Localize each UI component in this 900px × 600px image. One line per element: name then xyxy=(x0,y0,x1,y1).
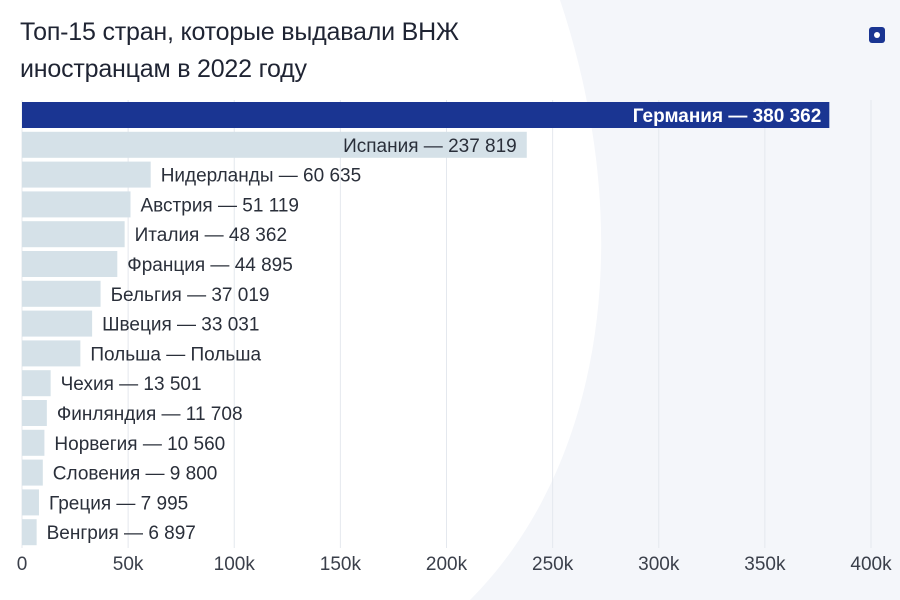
chart-title: Топ-15 стран, которые выдавали ВНЖ иност… xyxy=(20,14,800,88)
x-tick-label-0: 0 xyxy=(17,554,28,575)
title-line-2: иностранцам в 2022 году xyxy=(20,55,307,83)
x-tick-label-4: 200k xyxy=(426,554,468,575)
bar-label-14: Греция — 7 995 xyxy=(49,493,188,514)
bar-label-13: Словения — 9 800 xyxy=(53,464,218,485)
bar-label-15: Венгрия — 6 897 xyxy=(47,523,196,544)
bar-7 xyxy=(22,280,101,307)
bar-label-11: Финляндия — 11 708 xyxy=(57,404,243,425)
bar-2 xyxy=(22,131,527,158)
x-tick-label-6: 300k xyxy=(638,554,680,575)
bar-6 xyxy=(22,251,118,277)
bar-label-3: Нидерланды — 60 635 xyxy=(161,166,361,187)
x-tick-label-2: 100k xyxy=(214,554,256,575)
bar-1 xyxy=(22,102,830,128)
bar-label-4: Австрия — 51 119 xyxy=(141,195,299,216)
bar-label-6: Франция — 44 895 xyxy=(127,255,293,276)
x-tick-label-3: 150k xyxy=(320,554,362,575)
bar-label-8: Швеция — 33 031 xyxy=(102,315,259,336)
x-tick-label-1: 50k xyxy=(113,554,144,575)
bar-10 xyxy=(22,370,51,397)
bar-label-10: Чехия — 13 501 xyxy=(61,374,202,395)
bar-label-5: Италия — 48 362 xyxy=(135,225,287,246)
bar-9 xyxy=(22,340,81,367)
x-tick-label-5: 250k xyxy=(532,554,574,575)
title-line-1: Топ-15 стран, которые выдавали ВНЖ xyxy=(20,18,459,46)
bar-label-7: Бельгия — 37 019 xyxy=(111,285,270,306)
bar-11 xyxy=(22,400,47,426)
bar-15 xyxy=(22,519,37,546)
bar-13 xyxy=(22,459,43,486)
x-tick-label-8: 400k xyxy=(850,554,892,575)
x-tick-label-7: 350k xyxy=(744,554,786,575)
bar-label-2: Испания — 237 819 xyxy=(343,136,517,157)
bar-5 xyxy=(22,221,125,248)
bar-3 xyxy=(22,161,151,188)
bar-8 xyxy=(22,310,93,337)
bar-12 xyxy=(22,429,45,456)
bar-14 xyxy=(22,489,39,516)
bar-4 xyxy=(22,191,131,218)
brand-logo-icon xyxy=(869,27,885,43)
bar-label-1: Германия — 380 362 xyxy=(633,106,822,127)
bar-label-9: Польша — Польша xyxy=(90,344,261,365)
bar-label-12: Норвегия — 10 560 xyxy=(54,434,225,455)
